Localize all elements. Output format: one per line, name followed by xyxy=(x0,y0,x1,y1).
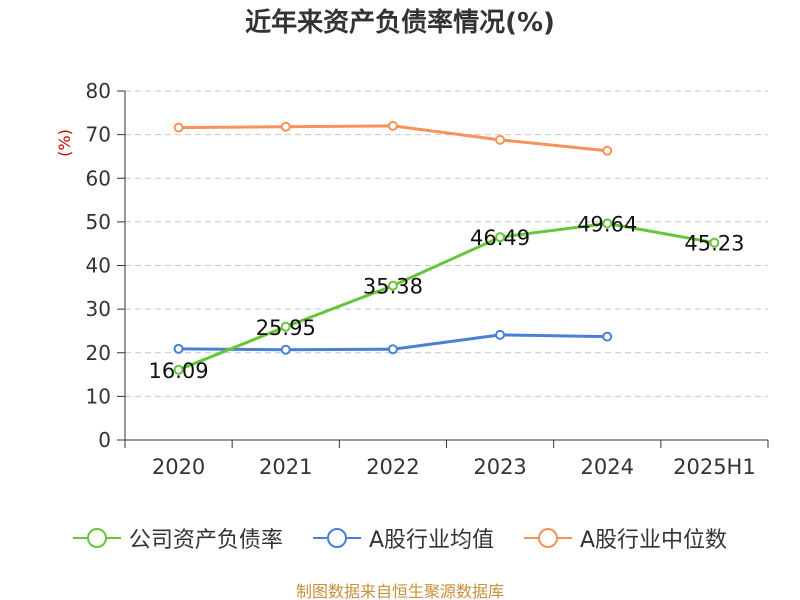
y-tick-label: 70 xyxy=(86,123,111,147)
legend-item-industry-mean[interactable]: A股行业均值 xyxy=(312,522,494,554)
x-tick-label: 2023 xyxy=(473,455,526,479)
data-point xyxy=(495,232,506,243)
data-point xyxy=(602,218,613,229)
legend-label-industry-median: A股行业中位数 xyxy=(580,528,728,553)
y-tick-label: 80 xyxy=(86,79,111,103)
data-source-note: 制图数据来自恒生聚源数据库 xyxy=(295,582,504,600)
data-label: 45.23 xyxy=(684,232,744,256)
data-point xyxy=(173,364,184,375)
y-tick-label: 20 xyxy=(86,341,111,365)
data-point xyxy=(280,321,291,332)
data-label: 49.64 xyxy=(577,212,637,236)
series-line xyxy=(178,221,715,372)
y-tick-label: 50 xyxy=(86,210,111,234)
y-tick-label: 0 xyxy=(98,428,111,452)
data-point xyxy=(173,122,184,133)
data-point xyxy=(602,145,613,156)
data-point xyxy=(495,134,506,145)
data-point xyxy=(495,329,506,340)
legend-label-company: 公司资产负债率 xyxy=(128,528,283,553)
x-tick-label: 2024 xyxy=(581,455,634,479)
data-label: 35.38 xyxy=(363,275,423,299)
data-point xyxy=(387,344,398,355)
legend-label-industry-mean: A股行业均值 xyxy=(368,528,494,553)
data-label: 46.49 xyxy=(470,226,530,250)
chart-title: 近年来资产负债率情况(%) xyxy=(245,8,555,38)
data-point xyxy=(387,280,398,291)
legend-swatch-industry-median xyxy=(524,528,572,548)
legend-swatch-industry-mean xyxy=(312,528,361,548)
data-label: 25.95 xyxy=(256,316,316,340)
data-point xyxy=(709,237,720,248)
data-point xyxy=(602,331,613,342)
legend-item-industry-median[interactable]: A股行业中位数 xyxy=(524,522,727,554)
y-tick-label: 60 xyxy=(86,166,111,190)
x-tick-label: 2020 xyxy=(152,455,205,479)
y-tick-label: 40 xyxy=(86,254,111,278)
data-point xyxy=(280,344,291,355)
y-tick-label: 10 xyxy=(86,384,111,408)
data-point xyxy=(173,343,184,354)
data-point xyxy=(387,120,398,131)
legend-swatch-company xyxy=(72,528,121,548)
y-tick-label: 30 xyxy=(86,297,111,321)
legend: 公司资产负债率 A股行业均值 A股行业中位数 xyxy=(0,520,800,556)
x-tick-label: 2025H1 xyxy=(673,455,756,479)
x-tick-label: 2022 xyxy=(366,455,419,479)
legend-item-company[interactable]: 公司资产负债率 xyxy=(72,522,283,554)
data-label: 16.09 xyxy=(149,359,209,383)
x-tick-label: 2021 xyxy=(259,455,312,479)
data-point xyxy=(280,121,291,132)
